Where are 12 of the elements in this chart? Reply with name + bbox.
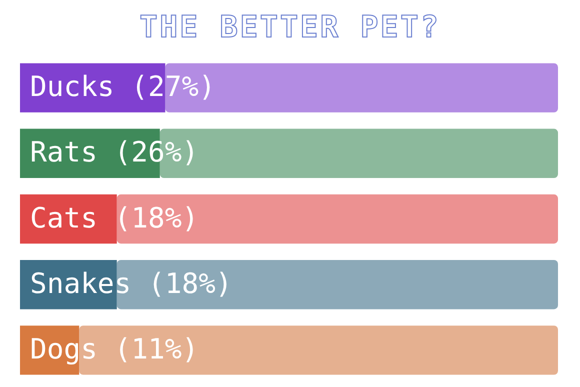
data-label: (26%) xyxy=(114,136,199,169)
chart-title: THE BETTER PET? xyxy=(138,9,442,47)
y-tick-label: Dogs xyxy=(30,332,98,366)
y-tick-label: Rats xyxy=(30,136,98,169)
data-label: (18%) xyxy=(114,201,199,234)
data-label: (18%) xyxy=(148,266,232,300)
data-label: (11%) xyxy=(114,332,199,366)
y-tick-label: Snakes xyxy=(30,266,132,300)
bar xyxy=(116,194,558,244)
bar xyxy=(20,194,117,244)
y-tick-label: Cats xyxy=(30,201,98,234)
y-tick-label: Ducks xyxy=(30,70,114,104)
